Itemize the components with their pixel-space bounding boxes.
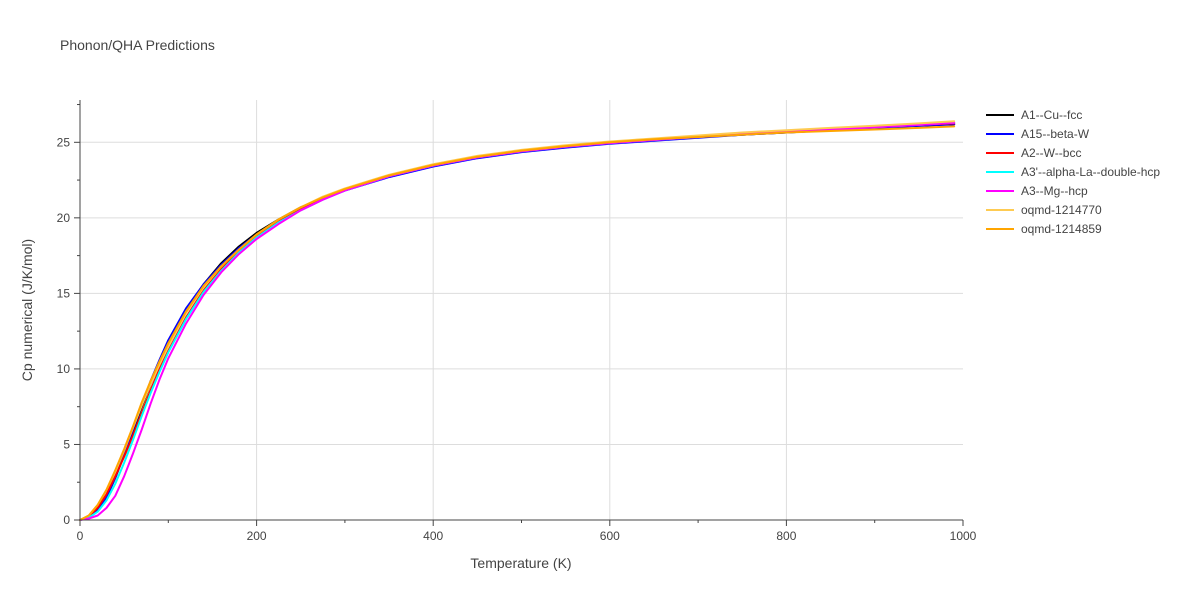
legend-label: A3'--alpha-La--double-hcp <box>1021 165 1160 179</box>
y-tick-label: 15 <box>57 286 71 300</box>
y-axis-ticks: 0 5 10 15 20 25 <box>57 104 80 527</box>
legend-label: A2--W--bcc <box>1021 146 1081 160</box>
legend-item-0[interactable]: A1--Cu--fcc <box>986 108 1082 122</box>
x-axis-title: Temperature (K) <box>470 555 571 571</box>
x-axis-ticks: 0 200 400 600 800 1000 <box>77 520 977 543</box>
legend-item-4[interactable]: A3--Mg--hcp <box>986 184 1088 198</box>
plot-area <box>79 120 956 521</box>
legend-item-3[interactable]: A3'--alpha-La--double-hcp <box>986 165 1160 179</box>
y-tick-label: 0 <box>63 513 70 527</box>
legend-label: A1--Cu--fcc <box>1021 108 1082 122</box>
legend-label: oqmd-1214859 <box>1021 222 1102 236</box>
series-line-0 <box>79 123 956 521</box>
legend-label: A3--Mg--hcp <box>1021 184 1088 198</box>
legend-label: oqmd-1214770 <box>1021 203 1102 217</box>
series-line-3 <box>79 121 956 521</box>
legend-label: A15--beta-W <box>1021 127 1090 141</box>
y-tick-label: 10 <box>57 362 71 376</box>
x-gridlines <box>256 100 787 520</box>
chart-title: Phonon/QHA Predictions <box>60 37 215 53</box>
series-line-2 <box>79 122 956 521</box>
legend-item-1[interactable]: A15--beta-W <box>986 127 1090 141</box>
x-tick-label: 800 <box>776 529 796 543</box>
y-tick-label: 5 <box>63 437 70 451</box>
x-tick-label: 200 <box>247 529 267 543</box>
series-line-6 <box>79 125 956 521</box>
y-gridlines <box>80 141 963 445</box>
series-line-5 <box>79 120 956 521</box>
legend-item-2[interactable]: A2--W--bcc <box>986 146 1081 160</box>
series-line-1 <box>79 123 956 521</box>
y-tick-label: 20 <box>57 211 71 225</box>
y-tick-label: 25 <box>57 135 71 149</box>
legend-item-5[interactable]: oqmd-1214770 <box>986 203 1102 217</box>
x-tick-label: 0 <box>77 529 84 543</box>
x-tick-label: 1000 <box>950 529 977 543</box>
series-line-4 <box>79 121 956 521</box>
legend-item-6[interactable]: oqmd-1214859 <box>986 222 1102 236</box>
x-tick-label: 600 <box>600 529 620 543</box>
legend[interactable]: A1--Cu--fcc A15--beta-W A2--W--bcc A3'--alp… <box>986 108 1160 236</box>
x-tick-label: 400 <box>423 529 443 543</box>
y-axis-title: Cp numerical (J/K/mol) <box>19 239 35 381</box>
